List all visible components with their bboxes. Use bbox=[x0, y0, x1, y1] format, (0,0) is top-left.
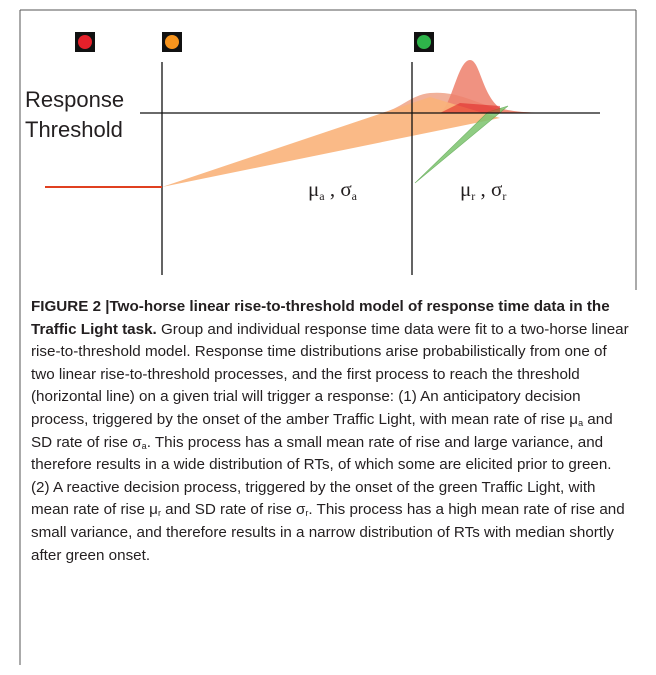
red-light bbox=[78, 35, 92, 49]
amber-light bbox=[165, 35, 179, 49]
caption-text: . This process has a high mean rate of r… bbox=[31, 501, 625, 564]
caption-title: Two-horse linear rise-to-threshold model… bbox=[31, 298, 610, 338]
threshold-label: Threshold bbox=[25, 117, 123, 142]
caption-subscript: a bbox=[578, 417, 584, 428]
overlap bbox=[440, 103, 500, 113]
caption-text: Group and individual response time data … bbox=[31, 320, 629, 428]
sep: , bbox=[475, 177, 491, 201]
sub: a bbox=[319, 189, 325, 203]
mu: μ bbox=[460, 177, 471, 201]
caption-label: FIGURE 2 | bbox=[31, 298, 110, 315]
reactive-params: μr , σr bbox=[460, 177, 506, 203]
caption-text: and SD rate of rise σ bbox=[160, 501, 306, 519]
caption: FIGURE 2 |Two-horse linear rise-to-thres… bbox=[31, 296, 633, 567]
caption-subscript: a bbox=[141, 440, 147, 451]
mu: μ bbox=[308, 177, 319, 201]
sub: r bbox=[502, 189, 506, 203]
threshold-label: Response bbox=[25, 87, 124, 112]
sigma: σ bbox=[491, 177, 502, 201]
caption-text: and SD rate of rise σ bbox=[31, 410, 613, 451]
caption-subscript: r bbox=[157, 508, 161, 519]
narrow-distribution bbox=[440, 60, 560, 113]
anticipatory-wedge bbox=[162, 97, 500, 187]
sigma: σ bbox=[340, 177, 351, 201]
sub: a bbox=[352, 189, 358, 203]
anticipatory-params: μa , σa bbox=[308, 177, 358, 203]
caption-text: . This process has a small mean rate of … bbox=[31, 433, 612, 519]
caption-subscript: r bbox=[305, 508, 309, 519]
sub: r bbox=[471, 189, 475, 203]
green-light bbox=[417, 35, 431, 49]
sep: , bbox=[325, 177, 341, 201]
